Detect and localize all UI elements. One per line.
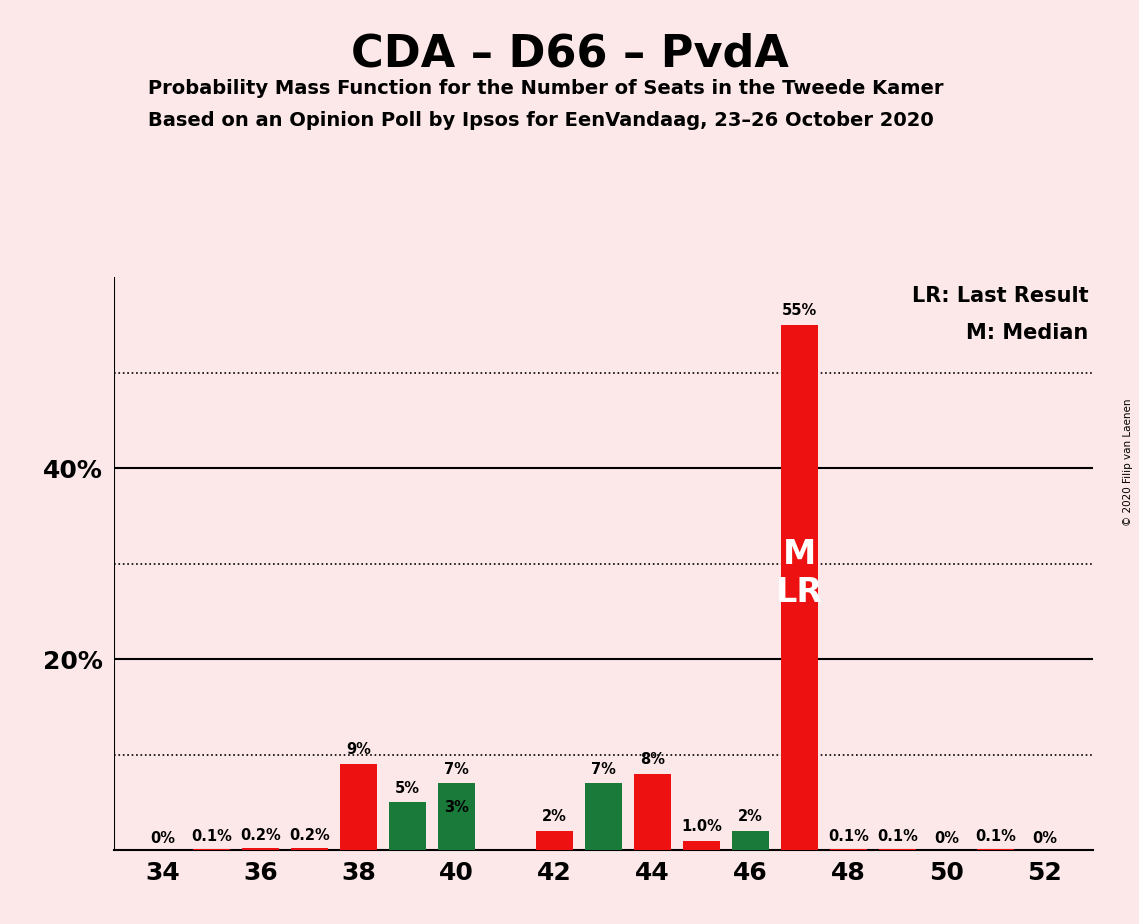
Bar — [683, 841, 720, 850]
Bar — [781, 325, 818, 850]
Text: 0%: 0% — [934, 832, 959, 846]
Bar — [977, 849, 1014, 850]
Text: 7%: 7% — [444, 761, 469, 776]
Bar — [439, 784, 475, 850]
Bar — [194, 849, 230, 850]
Bar — [243, 848, 279, 850]
Text: 7%: 7% — [591, 761, 616, 776]
Text: CDA – D66 – PvdA: CDA – D66 – PvdA — [351, 32, 788, 76]
Bar — [830, 849, 867, 850]
Text: 8%: 8% — [640, 752, 665, 767]
Bar — [292, 848, 328, 850]
Text: 0%: 0% — [1032, 832, 1057, 846]
Bar — [732, 831, 769, 850]
Text: 55%: 55% — [782, 303, 817, 318]
Text: 0.2%: 0.2% — [289, 829, 330, 844]
Bar — [879, 849, 916, 850]
Text: LR: Last Result: LR: Last Result — [912, 286, 1089, 306]
Text: 5%: 5% — [395, 781, 420, 796]
Bar — [390, 802, 426, 850]
Text: 0.1%: 0.1% — [877, 830, 918, 845]
Text: 2%: 2% — [542, 809, 567, 824]
Text: 0%: 0% — [150, 832, 175, 846]
Bar — [585, 784, 622, 850]
Text: 1.0%: 1.0% — [681, 819, 722, 833]
Text: 0.1%: 0.1% — [828, 830, 869, 845]
Bar — [536, 831, 573, 850]
Text: LR: LR — [776, 576, 823, 609]
Text: 2%: 2% — [738, 809, 763, 824]
Text: M: M — [782, 538, 817, 571]
Text: © 2020 Filip van Laenen: © 2020 Filip van Laenen — [1123, 398, 1133, 526]
Bar — [341, 764, 377, 850]
Text: Based on an Opinion Poll by Ipsos for EenVandaag, 23–26 October 2020: Based on an Opinion Poll by Ipsos for Ee… — [148, 111, 934, 130]
Text: M: Median: M: Median — [966, 323, 1089, 343]
Text: 0.1%: 0.1% — [191, 830, 232, 845]
Bar — [634, 773, 671, 850]
Text: 0.1%: 0.1% — [975, 830, 1016, 845]
Text: Probability Mass Function for the Number of Seats in the Tweede Kamer: Probability Mass Function for the Number… — [148, 79, 943, 98]
Text: 9%: 9% — [346, 743, 371, 758]
Bar — [439, 821, 475, 850]
Text: 0.2%: 0.2% — [240, 829, 281, 844]
Text: 3%: 3% — [444, 800, 469, 815]
